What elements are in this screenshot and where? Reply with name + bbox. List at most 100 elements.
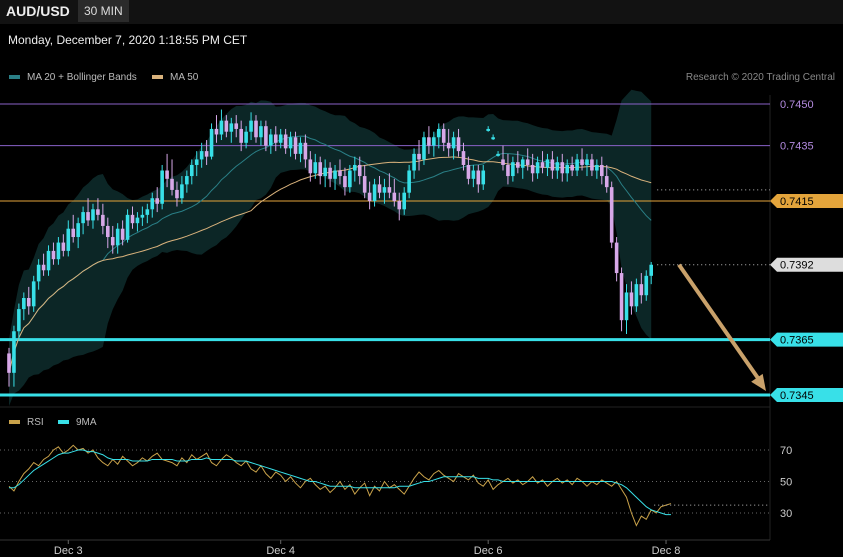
candle (402, 187, 406, 215)
candle-body (150, 198, 155, 210)
candle-body (436, 128, 441, 138)
candle (273, 126, 278, 152)
candle (244, 126, 248, 149)
candle-body (402, 192, 406, 210)
candle-body (145, 209, 150, 215)
candle (560, 153, 565, 182)
price-legend-ma20: MA 20 + Bollinger Bands (9, 72, 137, 83)
timeframe-button[interactable]: 30 MIN (78, 0, 129, 22)
candle (170, 159, 174, 196)
candle (165, 153, 169, 188)
candle (229, 117, 234, 143)
candle (288, 131, 293, 157)
candle-body (46, 250, 51, 271)
candle (377, 176, 382, 199)
projection-arrow (677, 263, 766, 391)
candle-body (555, 162, 560, 171)
candle (530, 153, 535, 182)
candle-body (41, 264, 46, 271)
candle-body (56, 242, 61, 260)
candle (471, 164, 476, 188)
candle-body (81, 212, 85, 224)
candle (96, 198, 100, 221)
candle (61, 234, 66, 257)
candle-body (101, 214, 105, 226)
price-levels (0, 103, 770, 397)
candle (264, 120, 268, 152)
candle-body (96, 209, 100, 215)
research-credit: Research © 2020 Trading Central (685, 72, 835, 83)
candle-body (585, 159, 589, 165)
candle (481, 164, 486, 190)
rsi-legend-ma: 9MA (58, 417, 97, 428)
candle-body (540, 162, 545, 168)
candle (22, 292, 26, 321)
candle (283, 128, 288, 154)
candle (106, 217, 110, 249)
candle-body (86, 212, 90, 221)
candle (135, 212, 140, 232)
rsi-ma-legend-label: 9MA (76, 417, 97, 428)
candle (303, 134, 308, 168)
candle-body (372, 184, 377, 201)
ma50-swatch (152, 75, 163, 80)
candle (110, 225, 115, 254)
candle-body (234, 123, 239, 129)
candle (456, 128, 461, 157)
candle (7, 347, 11, 387)
candle (491, 134, 495, 141)
candle (525, 148, 530, 171)
candle (639, 273, 644, 304)
candle-body (639, 284, 644, 296)
ma20-legend-label: MA 20 + Bollinger Bands (27, 72, 137, 83)
candle-body (61, 242, 66, 251)
candle (575, 153, 579, 177)
candle (140, 206, 145, 226)
candle (387, 173, 392, 199)
candle (516, 151, 520, 174)
candle (160, 164, 164, 210)
candle (600, 156, 604, 185)
candle-body (397, 201, 402, 210)
rsi-ma-line (9, 449, 671, 516)
ma20-swatch (9, 75, 20, 80)
bollinger-band-fill (9, 89, 652, 407)
candle (150, 192, 155, 218)
candle-body (461, 151, 466, 165)
candle (372, 178, 377, 207)
candle (427, 126, 431, 154)
candle (224, 115, 229, 138)
candle-body (511, 162, 515, 177)
candle (446, 128, 451, 157)
candle-body (506, 164, 510, 177)
candle (382, 178, 387, 204)
symbol-title: AUD/USD (6, 3, 70, 19)
candle-body (535, 162, 540, 174)
candle-body (209, 128, 214, 157)
level-label-0.7450: 0.7450 (780, 99, 814, 111)
level-label-0.7415: 0.7415 (780, 196, 814, 208)
candle-body (189, 164, 194, 177)
candle (31, 275, 36, 312)
candle-body (407, 170, 411, 193)
candle (219, 109, 224, 141)
level-label-bg-0.7365 (770, 332, 843, 347)
candle (604, 164, 609, 193)
candle-body (76, 223, 80, 238)
candle (17, 303, 21, 340)
candle-body (249, 120, 253, 132)
candle-body (17, 309, 21, 332)
candle-body (575, 159, 579, 171)
candle-body (609, 187, 614, 243)
candle-body (382, 187, 387, 193)
candle-body (229, 123, 234, 132)
candle-body (496, 153, 500, 156)
candle (461, 142, 466, 171)
candle (239, 120, 243, 152)
candle (46, 245, 51, 276)
candle (412, 148, 416, 179)
candle-body (619, 273, 624, 321)
candle-body (417, 153, 421, 160)
candle-body (125, 214, 130, 240)
